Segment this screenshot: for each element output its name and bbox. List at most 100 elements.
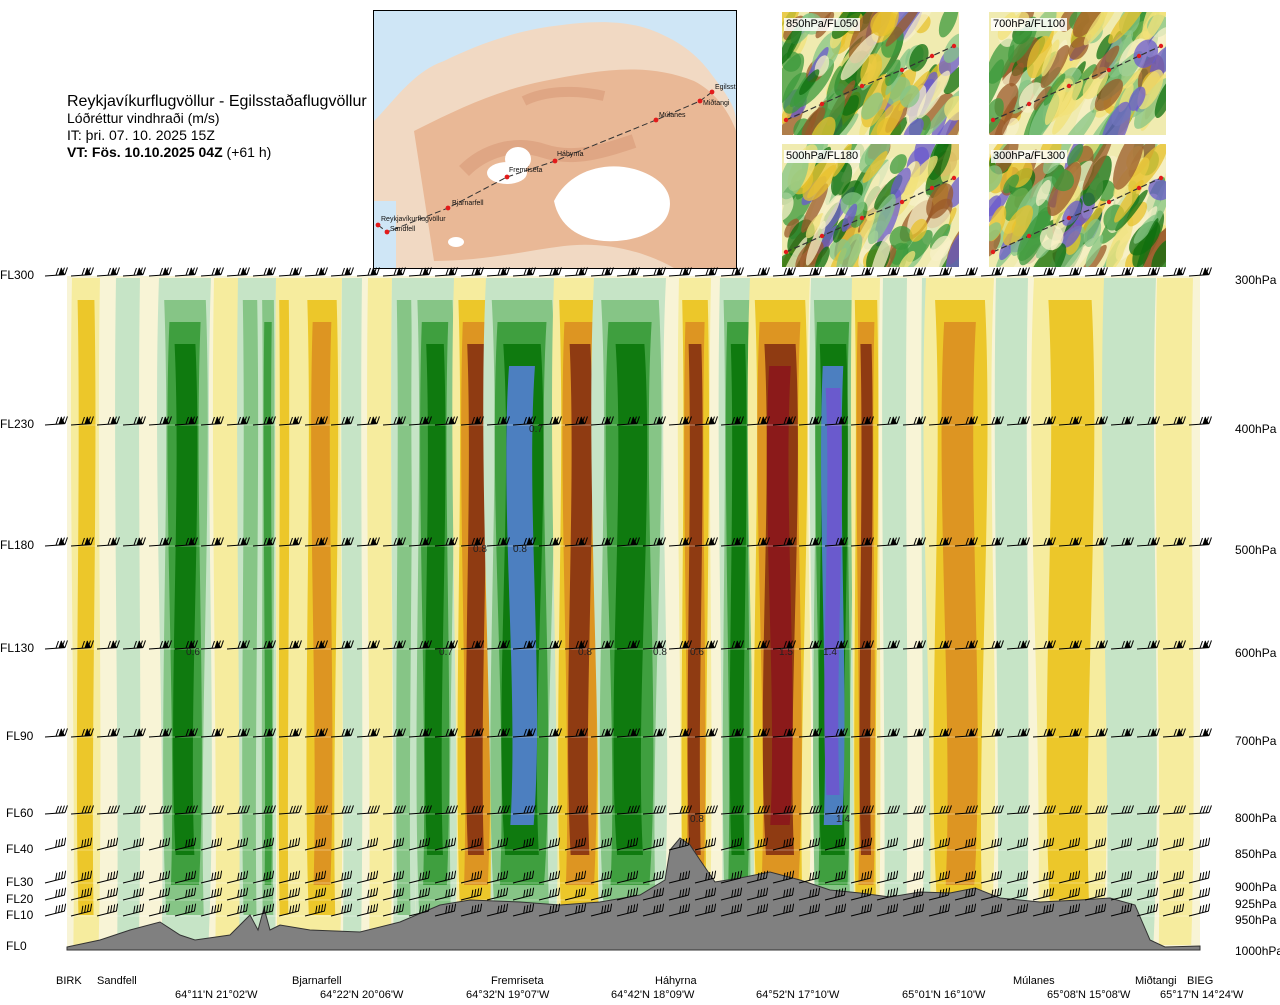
wind-barb: [356, 640, 380, 650]
panel-700hpa-label: 700hPa/FL100: [991, 18, 1068, 31]
route-map-svg: Reykjavíkurflugvöllur Sandfell Bjarnarfell…: [374, 11, 736, 268]
wind-barb: [460, 728, 484, 738]
wind-barb: [746, 267, 770, 277]
wind-barb: [174, 870, 197, 884]
wind-barb: [304, 903, 327, 917]
wind-barb: [1136, 640, 1160, 650]
wind-barb: [304, 837, 327, 851]
wind-barb: [356, 805, 380, 815]
wind-barb: [642, 416, 666, 426]
wind-barb: [1084, 870, 1107, 884]
wind-barb: [1110, 903, 1133, 917]
wind-barb: [1162, 870, 1185, 884]
map-waypoint-dot: [709, 89, 715, 95]
downdraft-band: [167, 322, 202, 885]
wind-barb: [1136, 903, 1159, 917]
downdraft-band: [722, 300, 754, 915]
downdraft-band: [341, 278, 363, 945]
wind-barb: [980, 870, 1003, 884]
panel-700hpa: 700hPa/FL100: [989, 12, 1166, 135]
wind-barb: [642, 728, 666, 738]
wind-barb: [980, 728, 1004, 738]
downdraft-band: [483, 278, 560, 945]
wind-barb: [226, 640, 250, 650]
wind-barb: [1032, 728, 1056, 738]
updraft-band: [558, 300, 603, 915]
wind-barb: [174, 537, 198, 547]
wind-barb: [408, 416, 432, 426]
wind-barb: [330, 728, 354, 738]
hpa-label-300hpa: 300hPa: [1235, 273, 1277, 287]
wind-barb: [668, 416, 692, 426]
wind-barb: [1058, 837, 1081, 851]
wind-barb: [694, 903, 717, 917]
wind-barb: [642, 870, 665, 884]
route-line: [377, 91, 713, 233]
wind-barb: [928, 837, 951, 851]
wind-barb: [876, 640, 900, 650]
wind-barb: [96, 887, 119, 901]
wind-barb: [720, 870, 743, 884]
wind-barb: [564, 903, 587, 917]
wind-barb: [382, 640, 406, 650]
wind-barb: [720, 640, 744, 650]
wind-barb: [512, 903, 535, 917]
wind-barb: [1058, 887, 1081, 901]
wind-barb: [1188, 728, 1212, 738]
wind-barb: [1162, 805, 1186, 815]
wind-barb: [304, 805, 328, 815]
wind-barb: [382, 805, 406, 815]
wind-barb: [980, 416, 1004, 426]
wind-barb: [330, 640, 354, 650]
wind-barb: [1032, 903, 1055, 917]
wind-barb: [148, 805, 172, 815]
wind-barb: [538, 728, 562, 738]
wind-barb: [980, 640, 1004, 650]
wind-barb: [434, 887, 457, 901]
wind-barb: [798, 805, 822, 815]
value-label: 0.7: [439, 647, 453, 658]
wind-barb: [850, 267, 874, 277]
wind-barb: [876, 887, 899, 901]
wind-barb: [122, 537, 146, 547]
wind-barb: [304, 537, 328, 547]
wind-barb: [1162, 887, 1185, 901]
map-waypoint-dot: [653, 117, 659, 123]
wind-barb: [850, 805, 874, 815]
wind-barb: [512, 640, 536, 650]
downdraft-band: [994, 278, 1029, 945]
wind-barb: [1110, 805, 1134, 815]
wind-barb: [1188, 805, 1212, 815]
wind-barb: [980, 903, 1003, 917]
hpa-label-950hpa: 950hPa: [1235, 913, 1277, 927]
wind-barb: [1006, 887, 1029, 901]
wind-barb: [1084, 903, 1107, 917]
wind-barb: [876, 267, 900, 277]
wind-barb: [486, 805, 510, 815]
wind-barb: [746, 805, 770, 815]
wind-barb: [1110, 870, 1133, 884]
wind-barb: [1162, 267, 1186, 277]
wind-barb: [954, 267, 978, 277]
map-waypoint-dot: [697, 98, 703, 104]
downdraft-band: [818, 344, 848, 855]
wind-barb: [200, 903, 223, 917]
wind-barb: [70, 728, 94, 738]
wind-barb: [304, 870, 327, 884]
wind-barb: [200, 640, 224, 650]
wind-barb: [746, 903, 769, 917]
wind-barb: [668, 728, 692, 738]
wind-barb: [590, 728, 614, 738]
downdraft-band: [813, 300, 854, 915]
wind-barb: [850, 837, 873, 851]
wind-barb: [278, 267, 302, 277]
wind-barb: [330, 537, 354, 547]
wind-barb: [70, 887, 93, 901]
coordinate-label: 64°22'N 20°06'W: [320, 989, 404, 1001]
wind-barb: [902, 903, 925, 917]
wind-barb: [1084, 416, 1108, 426]
wind-barb: [772, 416, 796, 426]
terrain: [66, 837, 1201, 951]
wind-barb: [616, 537, 640, 547]
parameter-title: Lóðréttur vindhraði (m/s): [67, 110, 220, 126]
